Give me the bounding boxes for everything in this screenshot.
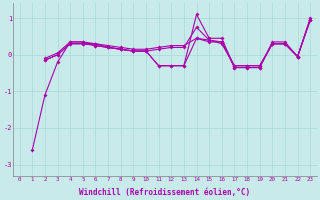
X-axis label: Windchill (Refroidissement éolien,°C): Windchill (Refroidissement éolien,°C) (79, 188, 251, 197)
